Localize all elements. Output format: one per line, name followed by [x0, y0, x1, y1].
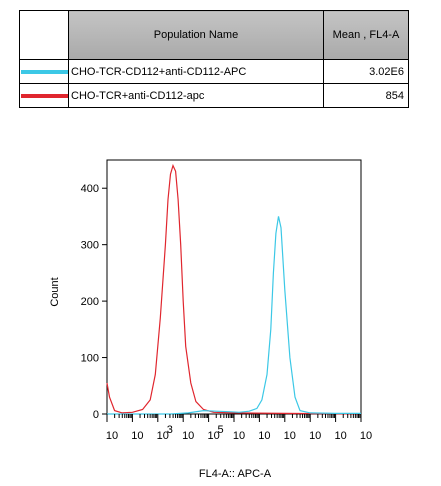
- table-header-row: Population Name Mean , FL4-A: [19, 10, 409, 60]
- y-tick-label: 200: [81, 296, 99, 308]
- population-name: CHO-TCR+anti-CD112-apc: [68, 83, 324, 108]
- x-tick-label: 10: [360, 430, 372, 442]
- x-tick-label: 10: [258, 430, 270, 442]
- red-series-swatch: [21, 94, 68, 98]
- series-line-0: [106, 163, 362, 415]
- y-tick-label: 400: [81, 183, 99, 195]
- population-table: Population Name Mean , FL4-A CHO-TCR-CD1…: [19, 10, 409, 108]
- x-tick-label: 10: [309, 430, 321, 442]
- x-tick-label: 10: [284, 430, 296, 442]
- y-axis-ticks: 0 100 200 300 400: [81, 183, 107, 421]
- plot-border: [106, 159, 362, 415]
- x-tick-label: 10: [131, 430, 143, 442]
- x-tick-label: 10: [106, 430, 118, 442]
- plot-frame: [106, 159, 362, 415]
- population-name-header: Population Name: [68, 10, 324, 60]
- mean-header: Mean , FL4-A: [323, 10, 409, 60]
- y-tick-label: 0: [93, 409, 99, 421]
- series-swatch-cell: [19, 59, 69, 84]
- population-name: CHO-TCR-CD112+anti-CD112-APC: [68, 59, 324, 84]
- series-swatch-cell: [19, 83, 69, 108]
- series-layer: [106, 163, 362, 415]
- y-tick-label: 100: [81, 353, 99, 365]
- table-row: CHO-TCR-CD112+anti-CD112-APC 3.02E6: [19, 59, 409, 84]
- x-tick-label: 10: [182, 430, 194, 442]
- table-row: CHO-TCR+anti-CD112-apc 854: [19, 83, 409, 108]
- y-axis-label: Count: [49, 277, 61, 306]
- x-tick-exponent: 3: [167, 424, 173, 436]
- y-tick-label: 300: [81, 240, 99, 252]
- x-axis-ticks: 10 10 103 10 105 10 10 10 10 10 10: [106, 414, 372, 442]
- cyan-series-swatch: [21, 70, 68, 74]
- x-tick-label: 10: [157, 430, 169, 442]
- header-blank-cell: [19, 10, 69, 60]
- x-tick-label: 10: [233, 430, 245, 442]
- x-tick-label: 10: [207, 430, 219, 442]
- x-tick-label: 10: [334, 430, 346, 442]
- population-mean: 854: [323, 83, 409, 108]
- population-mean: 3.02E6: [323, 59, 409, 84]
- x-axis-label: FL4-A:: APC-A: [199, 468, 272, 480]
- series-line-1: [107, 216, 361, 415]
- x-tick-exponent: 5: [218, 424, 224, 436]
